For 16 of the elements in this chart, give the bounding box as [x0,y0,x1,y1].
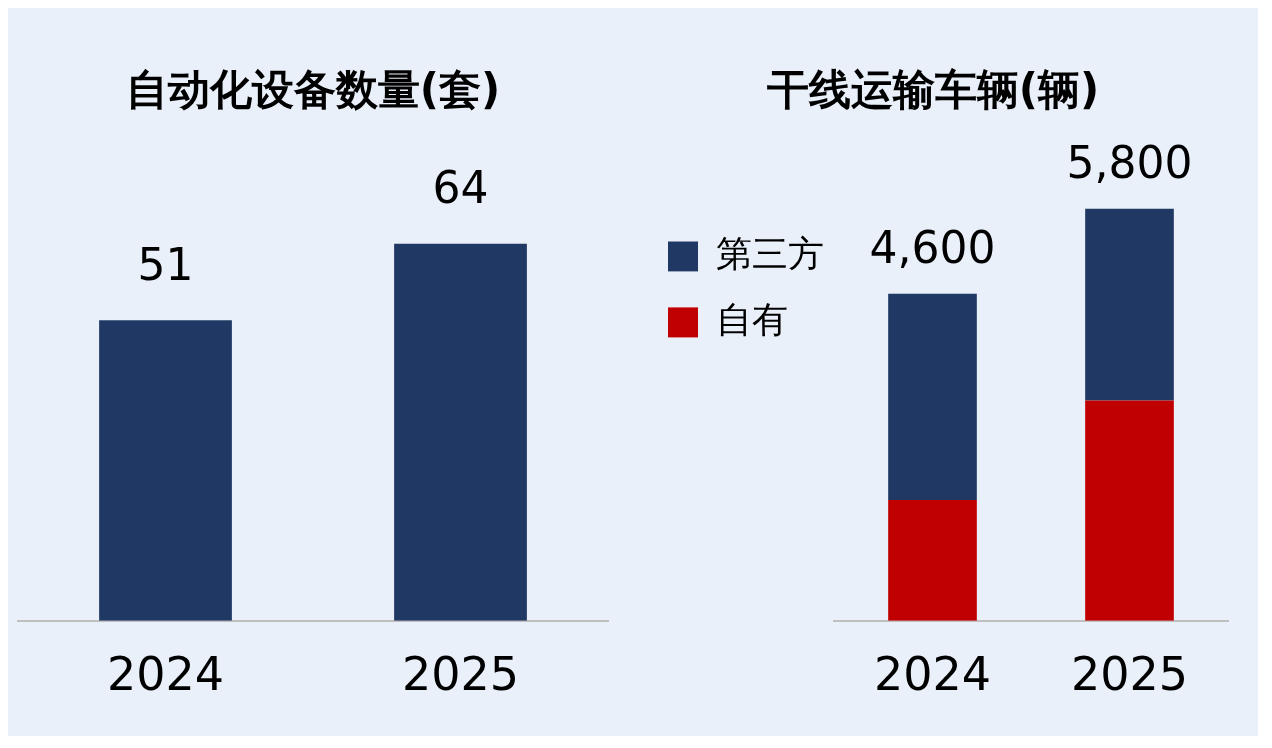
bar [888,293,977,500]
legend-label: 第三方 [716,232,824,274]
bar [1085,400,1174,621]
bar [888,499,977,621]
x-tick-label: 2025 [401,647,520,702]
chart-title: 自动化设备数量(套) [125,65,501,115]
legend-label: 自有 [716,298,788,340]
chart-title: 干线运输车辆(辆) [765,65,1100,115]
bar [1085,208,1174,401]
x-tick-label: 2024 [106,647,225,702]
data-label: 64 [432,162,489,214]
annotation: 4,600 [869,222,996,274]
data-label: 51 [137,238,194,290]
x-tick-label: 2025 [1070,647,1189,702]
annotation: 5,800 [1066,136,1193,188]
x-tick-label: 2024 [873,647,992,702]
